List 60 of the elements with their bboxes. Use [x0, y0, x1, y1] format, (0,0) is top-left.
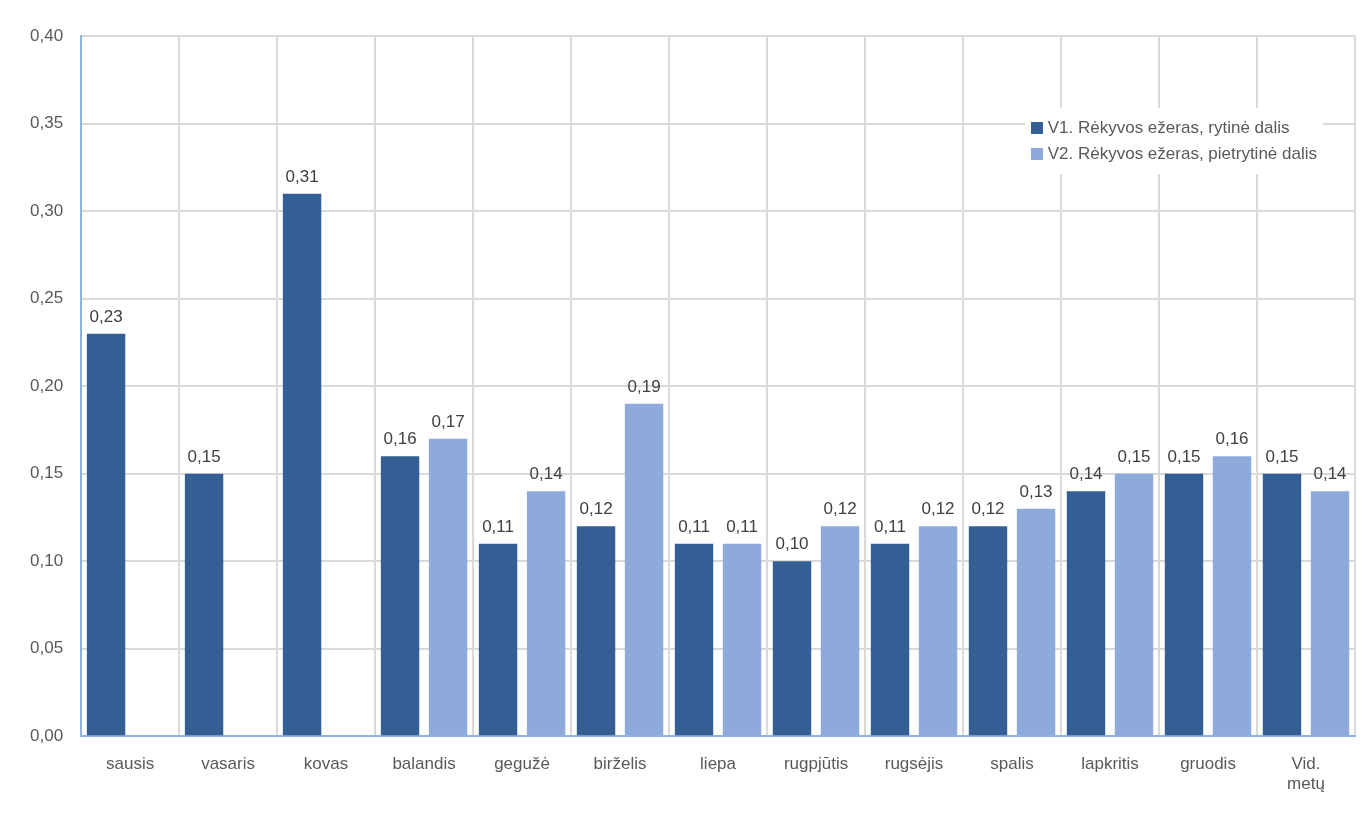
- data-label: 0,11: [482, 516, 514, 536]
- x-tick-label: sausis: [105, 754, 155, 774]
- data-label: 0,14: [529, 464, 563, 484]
- data-label: 0,16: [1215, 429, 1249, 449]
- data-label: 0,23: [89, 306, 123, 326]
- x-tick-label: rugpjūtis: [783, 754, 849, 774]
- x-tick-label: gegužė: [494, 754, 550, 774]
- bar: [380, 456, 420, 736]
- bar: [772, 561, 812, 736]
- data-label: 0,12: [921, 499, 955, 519]
- data-label: 0,31: [285, 166, 319, 186]
- bar: [1262, 473, 1302, 736]
- bar: [674, 543, 714, 736]
- data-label: 0,12: [579, 499, 613, 519]
- y-tick-label: 0,25: [29, 288, 64, 308]
- x-tick-label: rugsėjis: [884, 754, 944, 774]
- data-label: 0,17: [431, 411, 465, 431]
- bar: [282, 193, 322, 736]
- bar: [968, 526, 1008, 736]
- y-tick-label: 0,30: [29, 200, 64, 220]
- legend-label: V1. Rėkyvos ežeras, rytinė dalis: [1047, 118, 1290, 138]
- x-tick-label: balandis: [392, 754, 456, 774]
- data-label: 0,16: [383, 429, 417, 449]
- data-label: 0,15: [1117, 446, 1151, 466]
- x-tick-label: gruodis: [1180, 754, 1236, 774]
- x-tick-label: spalis: [990, 754, 1034, 774]
- bar: [478, 543, 518, 736]
- data-label: 0,14: [1313, 464, 1347, 484]
- x-tick-label: Vid. metų: [1287, 754, 1325, 794]
- data-label: 0,19: [627, 376, 661, 396]
- y-tick-label: 0,20: [29, 375, 64, 395]
- y-tick-label: 0,15: [29, 463, 64, 483]
- bar: [576, 526, 616, 736]
- bar: [870, 543, 910, 736]
- y-tick-label: 0,10: [29, 550, 64, 570]
- y-tick-label: 0,40: [29, 25, 64, 45]
- x-tick-label: kovas: [303, 754, 349, 774]
- x-tick-label: liepa: [700, 754, 737, 774]
- data-label: 0,15: [1265, 446, 1299, 466]
- x-tick-label: lapkritis: [1081, 754, 1139, 774]
- y-tick-label: 0,35: [29, 113, 64, 133]
- data-label: 0,12: [971, 499, 1005, 519]
- data-label: 0,13: [1019, 481, 1053, 501]
- x-tick-label: vasaris: [201, 754, 256, 774]
- x-tick-label: birželis: [593, 754, 647, 774]
- bar: [86, 333, 126, 736]
- data-label: 0,10: [775, 534, 809, 554]
- bar: [1164, 473, 1204, 736]
- y-tick-label: 0,00: [29, 725, 64, 745]
- bar: [1066, 491, 1106, 736]
- data-label: 0,15: [187, 446, 221, 466]
- legend-label: V2. Rėkyvos ežeras, pietrytinė dalis: [1047, 144, 1317, 164]
- y-tick-label: 0,05: [29, 638, 64, 658]
- data-label: 0,11: [678, 516, 710, 536]
- data-label: 0,14: [1069, 464, 1103, 484]
- data-label: 0,15: [1167, 446, 1201, 466]
- data-label: 0,11: [874, 516, 906, 536]
- data-label: 0,11: [726, 516, 758, 536]
- bar: [184, 473, 224, 736]
- data-label: 0,12: [823, 499, 857, 519]
